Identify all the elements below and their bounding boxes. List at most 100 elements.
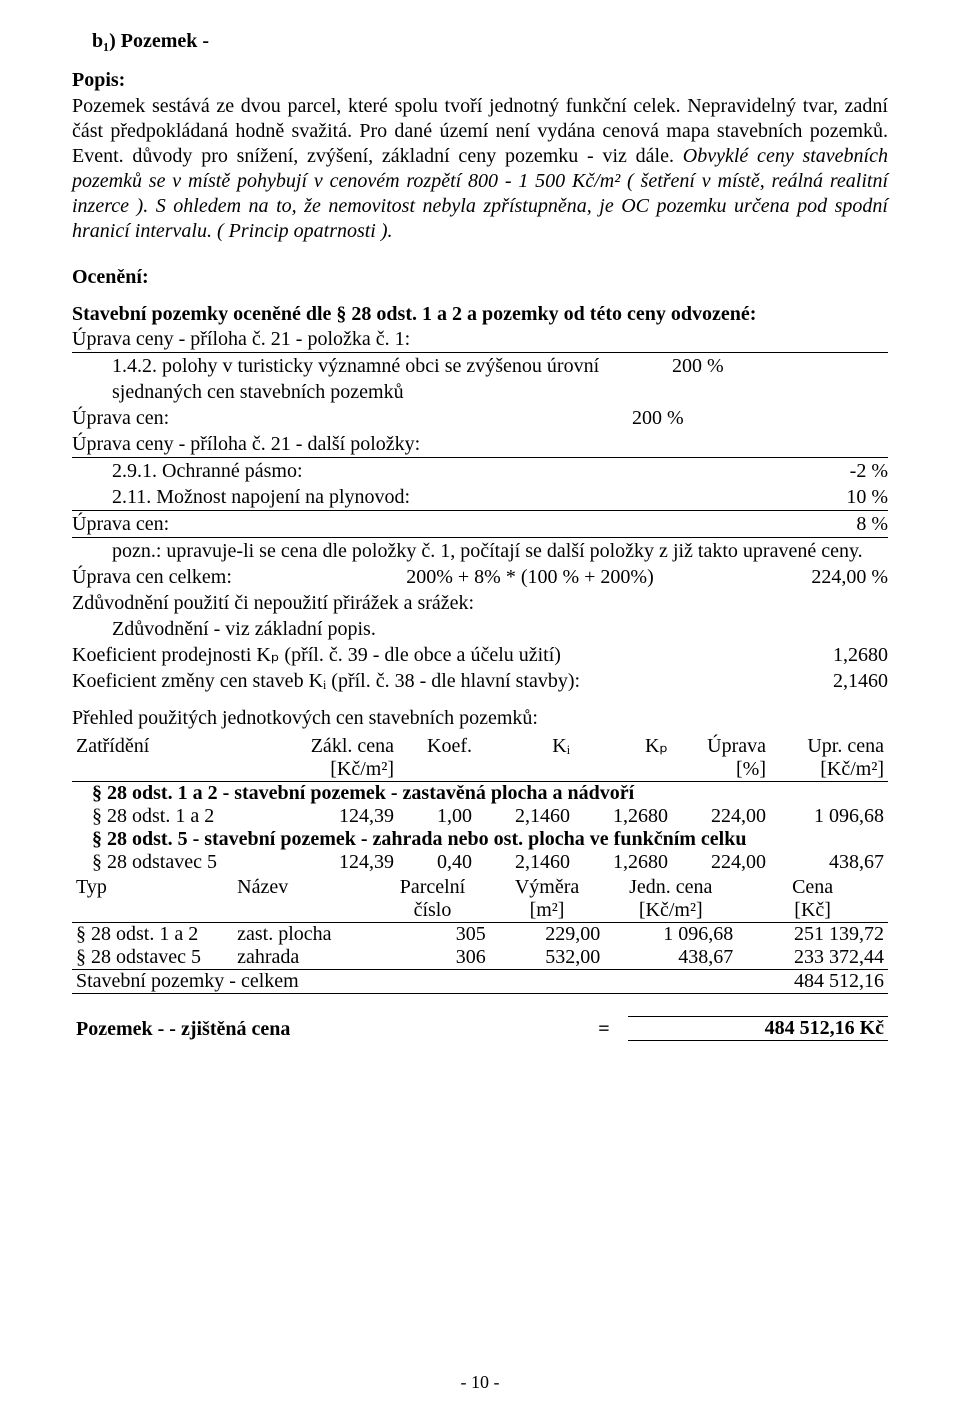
t1-r1-4: 1,2680 xyxy=(574,805,672,828)
table-row: [Kč/m²] [%] [Kč/m²] xyxy=(72,758,888,782)
t2-r2-0: § 28 odstavec 5 xyxy=(72,946,233,970)
t2-h2-1 xyxy=(233,899,375,923)
adj2-a-row: 2.9.1. Ochranné pásmo: -2 % xyxy=(72,458,888,484)
adj1-item-row: 1.4.2. polohy v turisticky významné obci… xyxy=(72,353,888,405)
kp-label: Koeficient prodejnosti Kₚ (příl. č. 39 -… xyxy=(72,642,768,668)
t2-h2-3: [m²] xyxy=(490,899,605,923)
final-eq: = xyxy=(580,1017,628,1041)
adj2-a-val: -2 % xyxy=(768,458,888,484)
t2-r2-5: 233 372,44 xyxy=(737,946,888,970)
adj2-a-label: 2.9.1. Ochranné pásmo: xyxy=(72,458,768,484)
th-ki: Kᵢ xyxy=(476,733,574,758)
adj1-item-val: 200 % xyxy=(632,353,792,405)
th-zaklcena: Zákl. cena xyxy=(280,733,398,758)
zduv1: Zdůvodnění použití či nepoužití přirážek… xyxy=(72,590,888,616)
adj1-title: Úprava ceny - příloha č. 21 - položka č.… xyxy=(72,326,888,352)
t1-r2-1: 124,39 xyxy=(280,851,398,874)
adj-cen2-label: Úprava cen: xyxy=(72,511,768,537)
t1-r2-4: 1,2680 xyxy=(574,851,672,874)
t2-r2-4: 438,67 xyxy=(604,946,737,970)
t2-h-2: Parcelní xyxy=(375,876,490,899)
t1-r1-1: 124,39 xyxy=(280,805,398,828)
t2-h2-5: [Kč] xyxy=(737,899,888,923)
t2-r1-2: 305 xyxy=(375,923,490,947)
table-row: § 28 odst. 1 a 2 - stavební pozemek - za… xyxy=(72,782,888,806)
adj-cen2-row: Úprava cen: 8 % xyxy=(72,511,888,538)
section-title: b₁) Pozemek - xyxy=(92,30,888,53)
table-unit-prices: Zatřídění Zákl. cena Koef. Kᵢ Kₚ Úprava … xyxy=(72,733,888,874)
final-row: Pozemek - - zjištěná cena = 484 512,16 K… xyxy=(72,1016,888,1041)
th-uprava: Úprava xyxy=(672,733,770,758)
celkem-val: 224,00 % xyxy=(768,564,888,590)
zduv2: Zdůvodnění - viz základní popis. xyxy=(72,616,888,642)
celkem-row: Úprava cen celkem: 200% + 8% * (100 % + … xyxy=(72,564,888,590)
t2-r2-1: zahrada xyxy=(233,946,375,970)
t2-tot-label: Stavební pozemky - celkem xyxy=(72,970,737,994)
t1-sec1: § 28 odst. 1 a 2 - stavební pozemek - za… xyxy=(72,782,888,806)
zduv1-row: Zdůvodnění použití či nepoužití přirážek… xyxy=(72,590,888,616)
t2-h-1: Název xyxy=(233,876,375,899)
adj-cen-label: Úprava cen: xyxy=(72,405,592,431)
popis-label: Popis: xyxy=(72,69,888,92)
th-koef: Koef. xyxy=(398,733,476,758)
t2-r1-1: zast. plocha xyxy=(233,923,375,947)
th2-2 xyxy=(398,758,476,782)
th2-0 xyxy=(72,758,280,782)
t1-r1-2: 1,00 xyxy=(398,805,476,828)
zduv2-row: Zdůvodnění - viz základní popis. xyxy=(72,616,888,642)
t2-h-0: Typ xyxy=(72,876,233,899)
ki-label: Koeficient změny cen staveb Kᵢ (příl. č.… xyxy=(72,668,768,694)
t2-h2-2: číslo xyxy=(375,899,490,923)
adj2-b-row: 2.11. Možnost napojení na plynovod: 10 % xyxy=(72,484,888,511)
adj2-title: Úprava ceny - příloha č. 21 - další polo… xyxy=(72,431,888,457)
t2-r1-0: § 28 odst. 1 a 2 xyxy=(72,923,233,947)
final-val: 484 512,16 Kč xyxy=(628,1017,888,1041)
th2-1: [Kč/m²] xyxy=(280,758,398,782)
t1-r1-5: 224,00 xyxy=(672,805,770,828)
adj1-title-row: Úprava ceny - příloha č. 21 - položka č.… xyxy=(72,326,888,353)
t1-r2-5: 224,00 xyxy=(672,851,770,874)
t1-r2-2: 0,40 xyxy=(398,851,476,874)
table-parcels: Typ Název Parcelní Výměra Jedn. cena Cen… xyxy=(72,876,888,994)
t2-r1-4: 1 096,68 xyxy=(604,923,737,947)
ki-val: 2,1460 xyxy=(768,668,888,694)
t1-r2-0: § 28 odstavec 5 xyxy=(72,851,280,874)
th-kp: Kₚ xyxy=(574,733,672,758)
table-row: Zatřídění Zákl. cena Koef. Kᵢ Kₚ Úprava … xyxy=(72,733,888,758)
table-row: § 28 odst. 1 a 2 124,39 1,00 2,1460 1,26… xyxy=(72,805,888,828)
t1-r1-6: 1 096,68 xyxy=(770,805,888,828)
adj2-b-label: 2.11. Možnost napojení na plynovod: xyxy=(72,484,768,510)
final-label: Pozemek - - zjištěná cena xyxy=(72,1017,580,1041)
ki-row: Koeficient změny cen staveb Kᵢ (příl. č.… xyxy=(72,668,888,694)
adj-cen-val: 200 % xyxy=(592,405,752,431)
t2-r2-2: 306 xyxy=(375,946,490,970)
t1-r1-0: § 28 odst. 1 a 2 xyxy=(72,805,280,828)
celkem-mid: 200% + 8% * (100 % + 200%) xyxy=(292,564,768,590)
table-row: § 28 odstavec 5 zahrada 306 532,00 438,6… xyxy=(72,946,888,970)
adj1-item-label: 1.4.2. polohy v turisticky významné obci… xyxy=(72,353,632,405)
t2-tot-val: 484 512,16 xyxy=(737,970,888,994)
pozn-text: pozn.: upravuje-li se cena dle položky č… xyxy=(72,538,888,564)
table-row: § 28 odst. 5 - stavební pozemek - zahrad… xyxy=(72,828,888,851)
th-zatrideni: Zatřídění xyxy=(72,733,280,758)
prehled-title: Přehled použitých jednotkových cen stave… xyxy=(72,706,888,731)
t2-h-3: Výměra xyxy=(490,876,605,899)
table-row: číslo [m²] [Kč/m²] [Kč] xyxy=(72,899,888,923)
th2-4 xyxy=(574,758,672,782)
t1-r2-6: 438,67 xyxy=(770,851,888,874)
section-heading: Stavební pozemky oceněné dle § 28 odst. … xyxy=(72,303,888,326)
t1-sec2: § 28 odst. 5 - stavební pozemek - zahrad… xyxy=(72,828,888,851)
th2-6: [Kč/m²] xyxy=(770,758,888,782)
t2-r2-3: 532,00 xyxy=(490,946,605,970)
adj2-title-row: Úprava ceny - příloha č. 21 - další polo… xyxy=(72,431,888,458)
table-row: Pozemek - - zjištěná cena = 484 512,16 K… xyxy=(72,1017,888,1041)
kp-val: 1,2680 xyxy=(768,642,888,668)
th-uprcena: Upr. cena xyxy=(770,733,888,758)
adj-cen2-val: 8 % xyxy=(768,511,888,537)
t1-r2-3: 2,1460 xyxy=(476,851,574,874)
kp-row: Koeficient prodejnosti Kₚ (příl. č. 39 -… xyxy=(72,642,888,668)
t1-r1-3: 2,1460 xyxy=(476,805,574,828)
table-row: Stavební pozemky - celkem 484 512,16 xyxy=(72,970,888,994)
th2-5: [%] xyxy=(672,758,770,782)
t2-h-5: Cena xyxy=(737,876,888,899)
